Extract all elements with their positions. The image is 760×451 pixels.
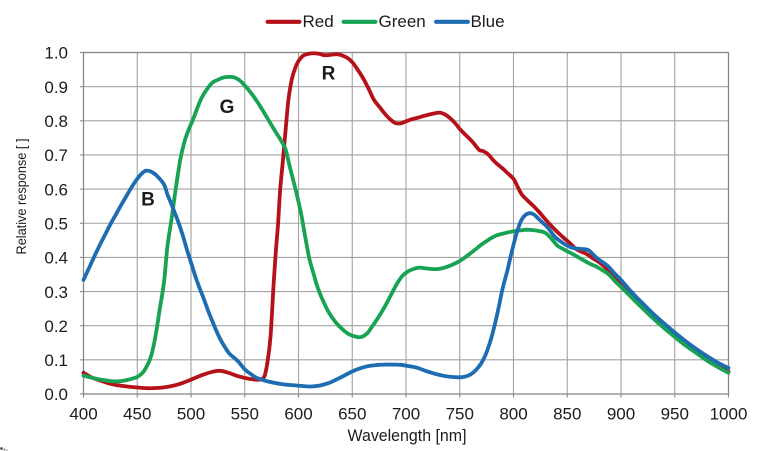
svg-text:0.2: 0.2 — [44, 317, 68, 336]
svg-text:1000: 1000 — [710, 405, 748, 424]
svg-text:400: 400 — [69, 405, 97, 424]
svg-text:450: 450 — [123, 405, 151, 424]
svg-text:850: 850 — [553, 405, 581, 424]
svg-text:900: 900 — [607, 405, 635, 424]
svg-text:650: 650 — [338, 405, 366, 424]
svg-text:Relative response [ ]: Relative response [ ] — [14, 139, 29, 255]
svg-text:0.7: 0.7 — [44, 146, 68, 165]
svg-text:G: G — [220, 97, 235, 118]
svg-text:0.6: 0.6 — [44, 180, 68, 199]
svg-text:1.0: 1.0 — [44, 44, 68, 63]
svg-text:R: R — [322, 64, 336, 85]
svg-text:550: 550 — [231, 405, 259, 424]
svg-text:0.1: 0.1 — [44, 351, 68, 370]
svg-text:0.9: 0.9 — [44, 78, 68, 97]
svg-text:0.5: 0.5 — [44, 214, 68, 233]
svg-text:0.4: 0.4 — [44, 249, 68, 268]
svg-text:750: 750 — [446, 405, 474, 424]
svg-text:Wavelength [nm]: Wavelength [nm] — [348, 426, 467, 445]
svg-text:Red: Red — [303, 12, 334, 31]
svg-text:0.0: 0.0 — [44, 385, 68, 404]
svg-text:950: 950 — [661, 405, 689, 424]
svg-text:Blue: Blue — [471, 12, 505, 31]
svg-text:0.3: 0.3 — [44, 283, 68, 302]
svg-text:B: B — [141, 190, 155, 211]
svg-text:800: 800 — [499, 405, 527, 424]
svg-text:600: 600 — [284, 405, 312, 424]
svg-text:700: 700 — [392, 405, 420, 424]
svg-text:0.8: 0.8 — [44, 112, 68, 131]
svg-text:500: 500 — [177, 405, 205, 424]
svg-text:Green: Green — [379, 12, 426, 31]
